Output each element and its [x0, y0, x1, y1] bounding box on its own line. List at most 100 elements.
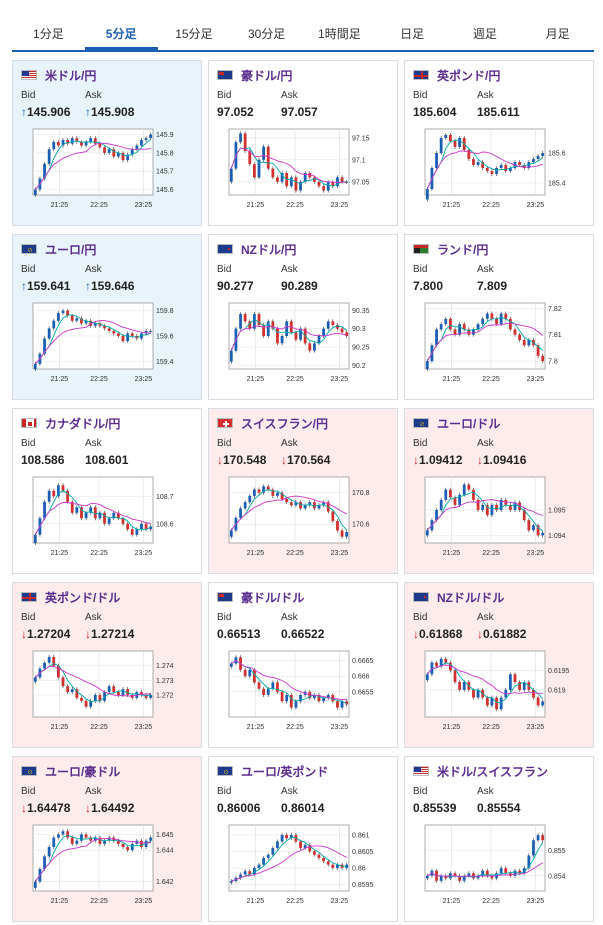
pair-title[interactable]: 米ドル/円	[21, 67, 96, 83]
candle-body	[47, 847, 51, 857]
y-tick-label: 145.9	[156, 132, 174, 139]
candle-body	[89, 507, 93, 513]
ask-value: 7.809	[477, 279, 508, 293]
candlestick-chart[interactable]: 21:25 22:25 23:25 97.15 97.1 97.05	[217, 123, 389, 213]
tab-1[interactable]: 5分足	[84, 20, 158, 50]
tab-0[interactable]: 1分足	[33, 27, 64, 41]
rate-card[interactable]: ユーロ/豪ドル Bid Ask ↓1.64478 ↓1.64492 21:25 22:25 2…	[12, 756, 202, 922]
ask-label: Ask	[281, 786, 298, 797]
candle-body	[513, 502, 517, 510]
candlestick-chart[interactable]: 21:25 22:25 23:25 108.7 108.6	[21, 471, 193, 561]
candle-body	[322, 328, 325, 336]
rate-card[interactable]: NZドル/ドル Bid Ask ↓0.61868 ↓0.61882 21:25 22:25 2…	[404, 582, 594, 748]
ma-long-line	[426, 150, 543, 190]
candle-body	[126, 154, 129, 161]
candlestick-chart[interactable]: 21:25 22:25 23:25 7.82 7.81 7.8	[413, 297, 585, 387]
candlestick-chart[interactable]: 21:25 22:25 23:25 185.6 185.4	[413, 123, 585, 213]
candle-body	[144, 138, 148, 140]
chart-plot-area	[228, 128, 350, 196]
candlestick-chart[interactable]: 21:25 22:25 23:25 0.6195 0.619	[413, 645, 585, 735]
candle-body	[485, 504, 489, 516]
candle-body	[33, 189, 37, 195]
candlestick-chart[interactable]: 21:25 22:25 23:25 145.9 145.8 145.7 145.6	[21, 123, 193, 213]
ma-long-line	[34, 665, 151, 697]
y-tick-label: 185.4	[548, 181, 566, 188]
pair-title[interactable]: ランド/円	[413, 241, 488, 257]
candle-body	[61, 310, 65, 314]
tab-5[interactable]: 日足	[400, 27, 425, 41]
pair-title[interactable]: 豪ドル/ドル	[217, 589, 304, 605]
tab-2[interactable]: 15分足	[175, 27, 213, 41]
candlestick-chart[interactable]: 21:25 22:25 23:25 0.855 0.854	[413, 819, 585, 909]
rate-card[interactable]: ランド/円 Bid Ask 7.800 7.809 21:25 22:25 23:25 7.82…	[404, 234, 594, 400]
rate-card[interactable]: 豪ドル/ドル Bid Ask 0.66513 0.66522 21:25 22:25 23:2…	[208, 582, 398, 748]
tab-7[interactable]: 月足	[545, 27, 570, 41]
chart-plot-area	[424, 824, 546, 892]
tab-3[interactable]: 30分足	[247, 27, 286, 41]
candle-body	[271, 682, 275, 689]
candle-body	[285, 695, 289, 702]
pair-title[interactable]: スイスフラン/円	[217, 415, 328, 431]
candle-body	[248, 151, 252, 165]
rate-card[interactable]: カナダドル/円 Bid Ask 108.586 108.601 21:25 22:25 23:…	[12, 408, 202, 574]
pair-title[interactable]: 英ポンド/円	[413, 67, 500, 83]
candlestick-chart[interactable]: 21:25 22:25 23:25 0.861 0.8605 0.86 0.8595	[217, 819, 389, 909]
rate-card[interactable]: NZドル/円 Bid Ask 90.277 90.289 21:25 22:25 23:25 9…	[208, 234, 398, 400]
rate-card[interactable]: 英ポンド/円 Bid Ask 185.604 185.611 21:25 22:25 23:2…	[404, 60, 594, 226]
candle-body	[476, 875, 480, 879]
pair-title[interactable]: ユーロ/英ポンド	[217, 763, 328, 779]
pair-title[interactable]: 米ドル/スイスフラン	[413, 763, 548, 779]
ma-long-line	[34, 320, 151, 365]
candle-body	[509, 504, 512, 510]
rate-card[interactable]: 米ドル/円 Bid Ask ↑145.906 ↑145.908 21:25 22:25 23:…	[12, 60, 202, 226]
candle-body	[117, 333, 120, 336]
tab-6[interactable]: 週足	[472, 27, 497, 41]
pair-title[interactable]: 英ポンド/ドル	[21, 589, 120, 605]
pair-title[interactable]: カナダドル/円	[21, 415, 120, 431]
candle-body	[331, 511, 335, 521]
pair-title[interactable]: NZドル/円	[217, 241, 296, 257]
candlestick-chart[interactable]: 21:25 22:25 23:25 1.645 1.644 1.642	[21, 819, 193, 909]
candle-body	[84, 320, 88, 324]
candle-body	[527, 339, 531, 346]
candle-body	[52, 490, 56, 497]
candlestick-chart[interactable]: 21:25 22:25 23:25 1.095 1.094	[413, 471, 585, 561]
pair-title[interactable]: ユーロ/豪ドル	[21, 763, 120, 779]
pair-title[interactable]: 豪ドル/円	[217, 67, 292, 83]
rate-card[interactable]: 豪ドル/円 Bid Ask 97.052 97.057 21:25 22:25 23:25 97…	[208, 60, 398, 226]
ma-short-line	[231, 836, 347, 882]
candlestick-chart[interactable]: 21:25 22:25 23:25 1.274 1.273 1.272	[21, 645, 193, 735]
candle-body	[57, 834, 60, 838]
rate-card[interactable]: ユーロ/ドル Bid Ask ↓1.09412 ↓1.09416 21:25 22:25 23…	[404, 408, 594, 574]
candlestick-chart[interactable]: 21:25 22:25 23:25 90.35 90.3 90.25 90.2	[217, 297, 389, 387]
candle-body	[303, 173, 307, 182]
candle-body	[536, 835, 540, 841]
rate-card[interactable]: スイスフラン/円 Bid Ask ↓170.548 ↓170.564 21:25 22:25…	[208, 408, 398, 574]
rate-card[interactable]: 米ドル/スイスフラン Bid Ask 0.85539 0.85554 21:25 22:25…	[404, 756, 594, 922]
candle-body	[340, 701, 344, 708]
candle-body	[271, 489, 275, 496]
candle-body	[276, 492, 279, 496]
candle-body	[485, 697, 489, 706]
bid-value: ↓1.27204	[21, 627, 71, 641]
candle-body	[449, 662, 452, 671]
tab-4[interactable]: 1時間足	[318, 27, 361, 41]
candle-body	[112, 512, 116, 519]
candlestick-chart[interactable]: 21:25 22:25 23:25 170.8 170.6	[217, 471, 389, 561]
candle-body	[98, 143, 102, 148]
rate-card[interactable]: 英ポンド/ドル Bid Ask ↓1.27204 ↓1.27214 21:25 22:25 2…	[12, 582, 202, 748]
chart-plot-area	[424, 128, 546, 196]
pair-title[interactable]: ユーロ/ドル	[413, 415, 500, 431]
pair-title[interactable]: ユーロ/円	[21, 241, 96, 257]
y-tick-label: 97.05	[352, 179, 370, 186]
y-tick-label: 0.861	[352, 832, 370, 839]
candle-body	[336, 701, 339, 708]
rate-card[interactable]: ユーロ/英ポンド Bid Ask 0.86006 0.86014 21:25 22:25 23…	[208, 756, 398, 922]
candle-body	[532, 840, 535, 856]
candlestick-chart[interactable]: 21:25 22:25 23:25 0.6665 0.666 0.6655	[217, 645, 389, 735]
rate-card[interactable]: ユーロ/円 Bid Ask ↑159.641 ↑159.646 21:25 22:25 23:…	[12, 234, 202, 400]
candle-body	[243, 133, 247, 151]
candlestick-chart[interactable]: 21:25 22:25 23:25 159.8 159.6 159.4	[21, 297, 193, 387]
candle-body	[331, 181, 335, 187]
pair-title[interactable]: NZドル/ドル	[413, 589, 504, 605]
